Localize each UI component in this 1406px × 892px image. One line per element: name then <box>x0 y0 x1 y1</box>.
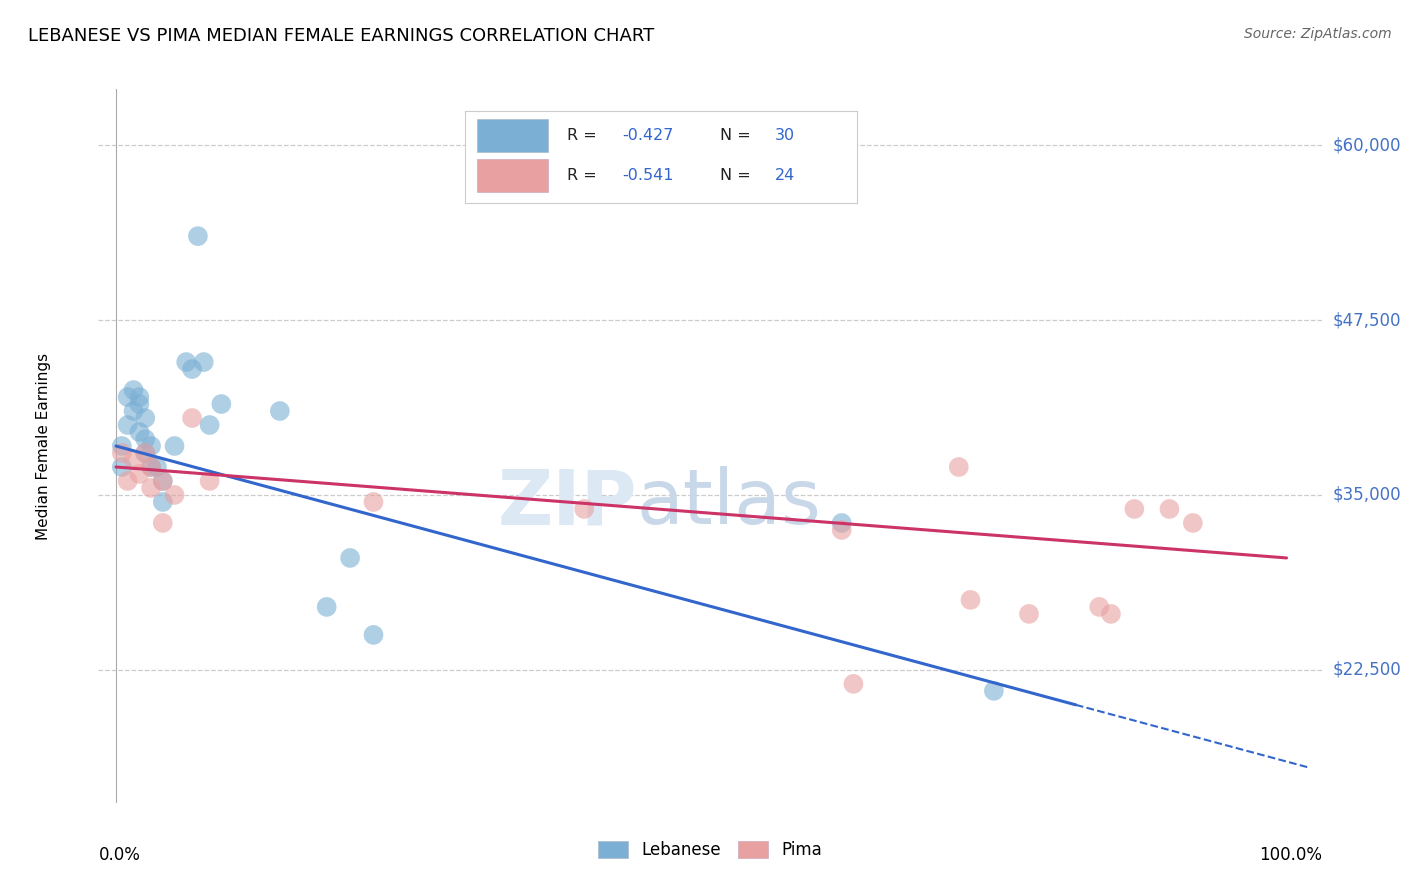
Point <box>363 628 385 642</box>
Point <box>134 446 156 460</box>
Point <box>122 383 145 397</box>
Text: $22,500: $22,500 <box>1333 661 1402 679</box>
Point <box>128 467 150 481</box>
Point <box>363 495 385 509</box>
Point <box>198 417 221 432</box>
Point <box>193 355 215 369</box>
Point <box>574 502 596 516</box>
Point <box>146 460 169 475</box>
Point <box>111 460 134 475</box>
Point <box>1088 599 1111 614</box>
Point <box>134 432 156 446</box>
Point <box>134 446 156 460</box>
Point <box>209 397 232 411</box>
Point <box>152 495 174 509</box>
Point <box>959 593 981 607</box>
Point <box>831 523 853 537</box>
Point <box>174 355 197 369</box>
Point <box>269 404 291 418</box>
Point <box>134 411 156 425</box>
Text: 0.0%: 0.0% <box>98 846 141 863</box>
Point <box>181 362 204 376</box>
Point <box>187 229 209 244</box>
Text: Source: ZipAtlas.com: Source: ZipAtlas.com <box>1244 27 1392 41</box>
Point <box>198 474 221 488</box>
Text: 100.0%: 100.0% <box>1258 846 1322 863</box>
Point <box>1123 502 1146 516</box>
Point <box>111 439 134 453</box>
Text: ZIP: ZIP <box>498 467 637 540</box>
Point <box>181 411 204 425</box>
Point <box>139 439 162 453</box>
Point <box>152 516 174 530</box>
Point <box>163 439 186 453</box>
Point <box>831 516 853 530</box>
Text: $60,000: $60,000 <box>1333 136 1402 154</box>
Point <box>163 488 186 502</box>
Legend: Lebanese, Pima: Lebanese, Pima <box>592 834 828 866</box>
Point <box>128 425 150 439</box>
Point <box>111 446 134 460</box>
Point <box>152 474 174 488</box>
Point <box>1181 516 1204 530</box>
Point <box>122 453 145 467</box>
Point <box>948 460 970 475</box>
Point <box>1099 607 1122 621</box>
Point <box>117 390 139 404</box>
Text: $47,500: $47,500 <box>1333 311 1402 329</box>
Point <box>152 474 174 488</box>
Point <box>339 550 361 565</box>
Point <box>983 684 1005 698</box>
Point <box>1159 502 1181 516</box>
Point <box>1018 607 1040 621</box>
Point <box>128 390 150 404</box>
Point <box>842 677 865 691</box>
Point <box>117 474 139 488</box>
Text: $35,000: $35,000 <box>1333 486 1402 504</box>
Point <box>315 599 337 614</box>
Point <box>117 417 139 432</box>
Point <box>122 404 145 418</box>
Point <box>139 460 162 475</box>
Point <box>139 460 162 475</box>
Point <box>128 397 150 411</box>
Point <box>139 481 162 495</box>
Text: Median Female Earnings: Median Female Earnings <box>37 352 51 540</box>
Text: LEBANESE VS PIMA MEDIAN FEMALE EARNINGS CORRELATION CHART: LEBANESE VS PIMA MEDIAN FEMALE EARNINGS … <box>28 27 654 45</box>
Text: atlas: atlas <box>637 467 821 540</box>
